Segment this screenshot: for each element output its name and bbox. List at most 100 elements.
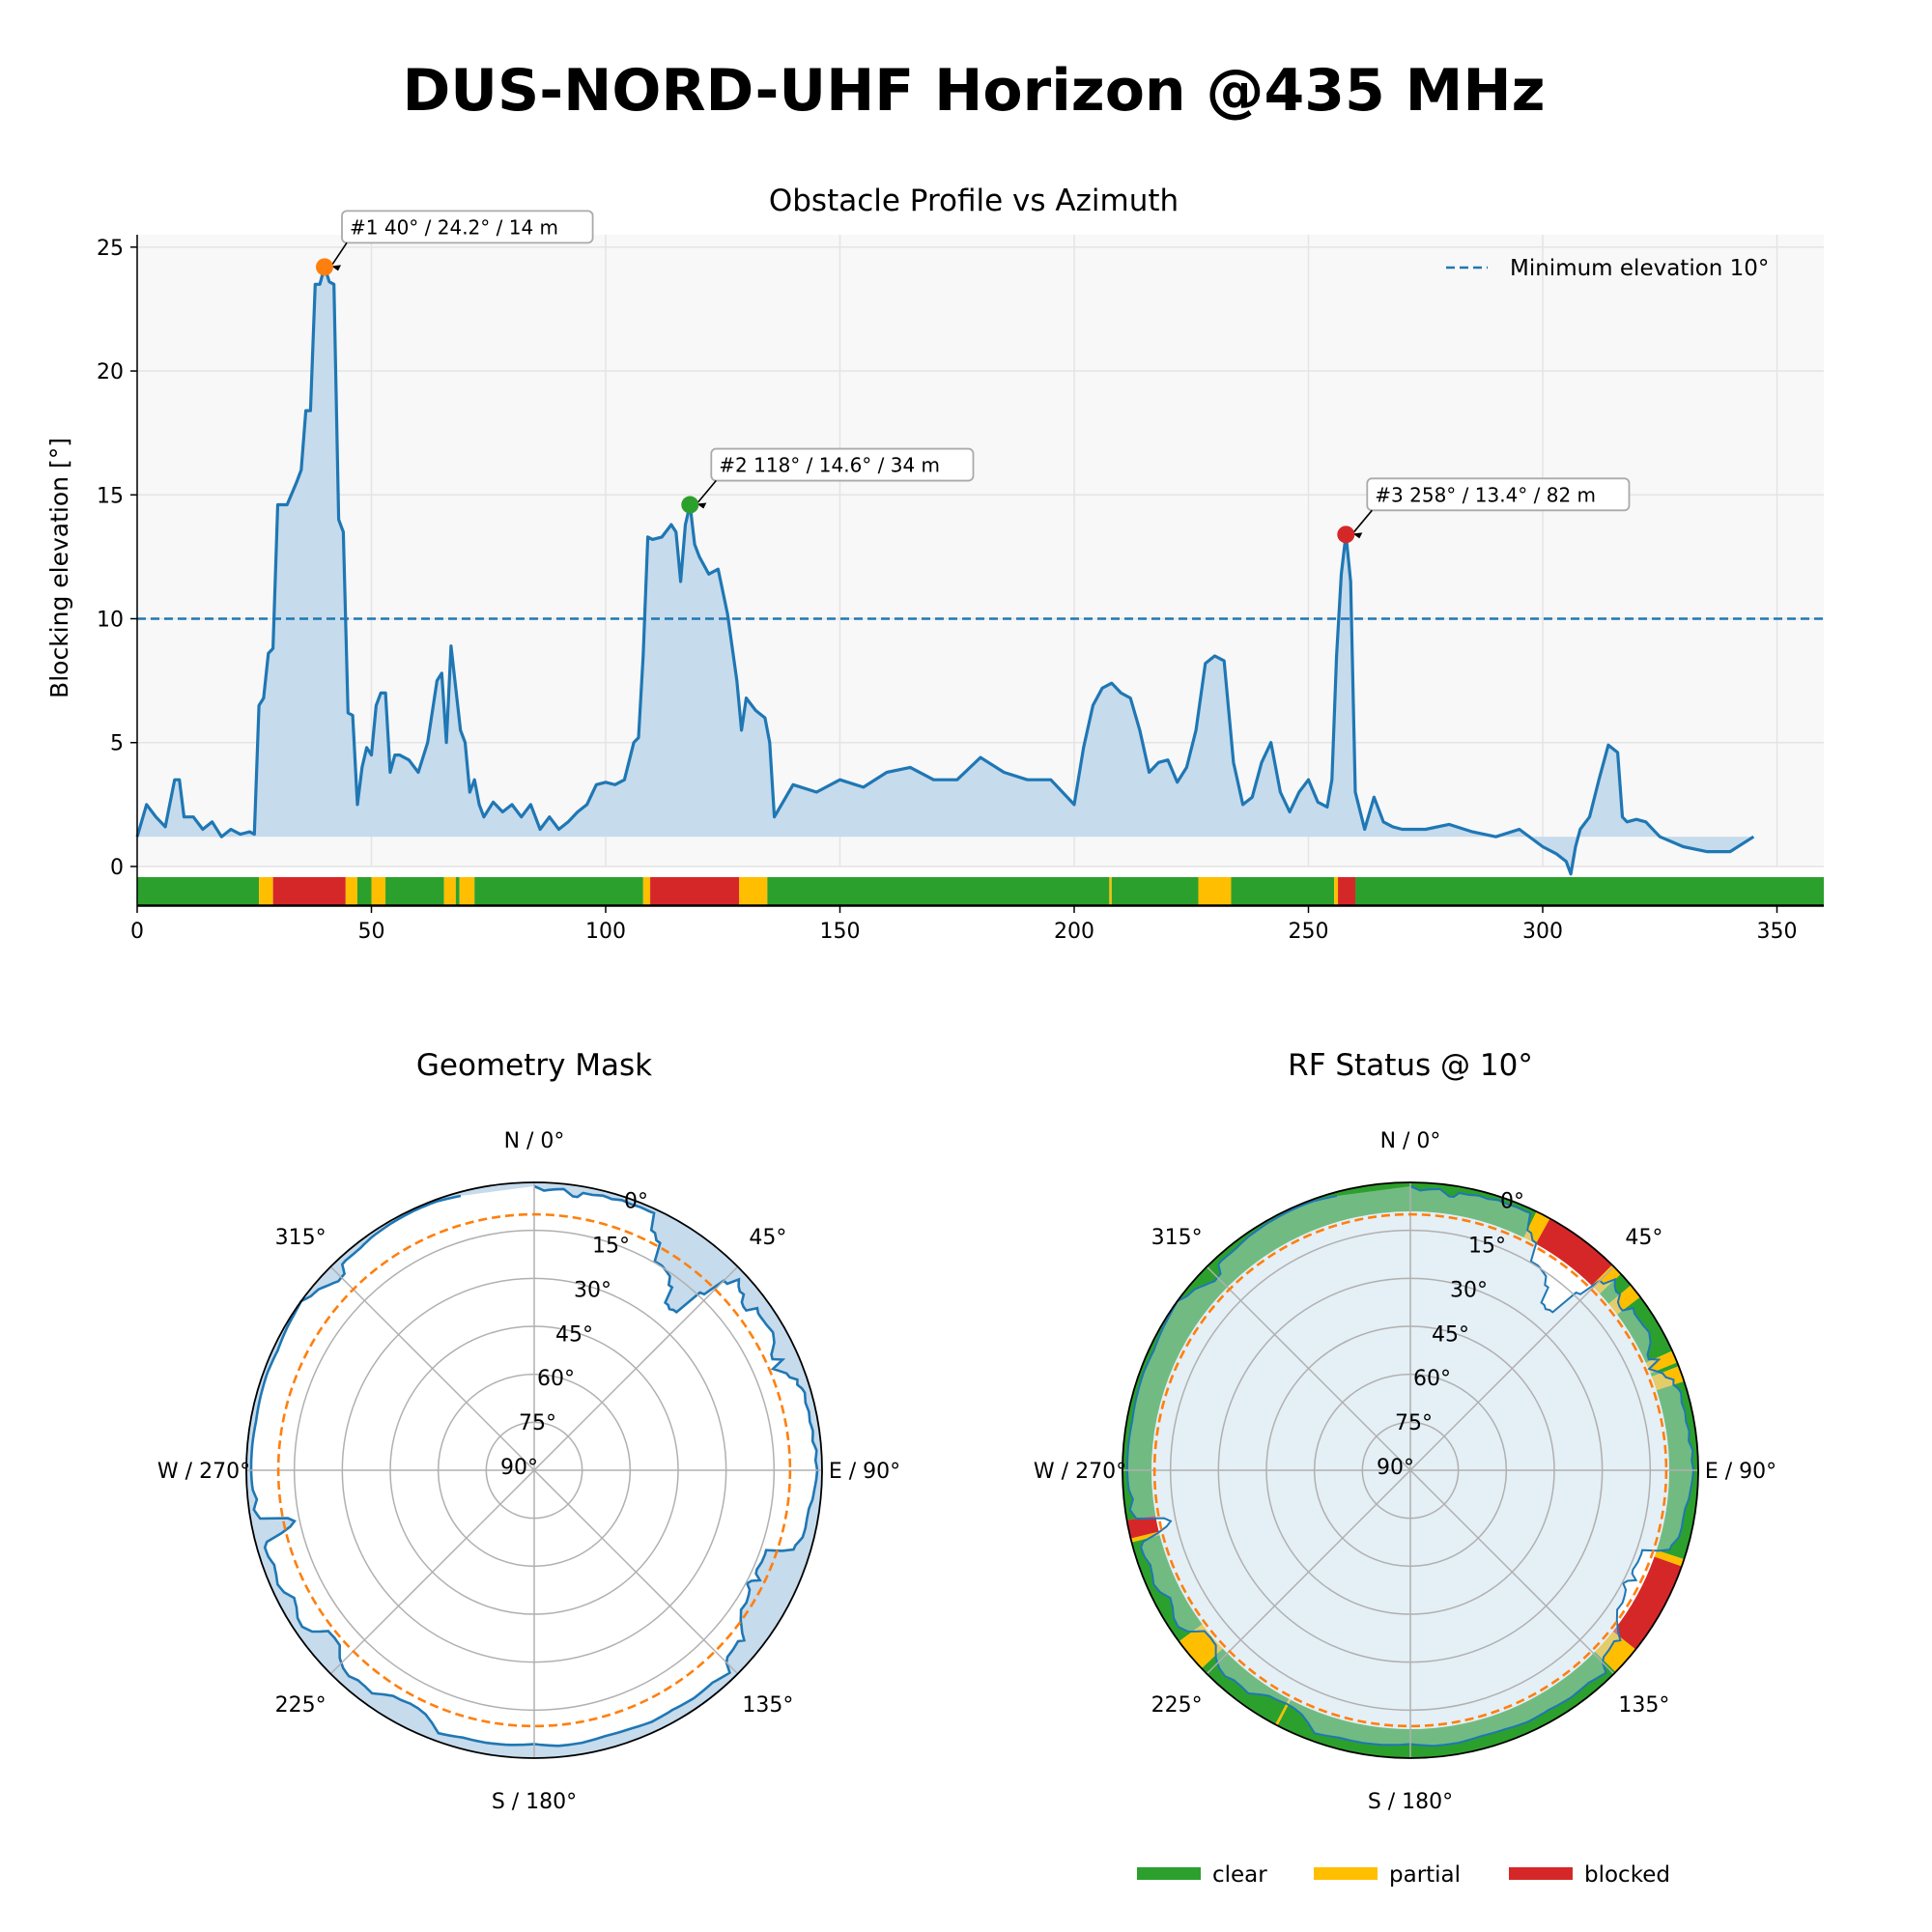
geometry-mask-title: Geometry Mask <box>416 1048 652 1083</box>
polar-spoke <box>329 1469 535 1675</box>
profile-chart-title: Obstacle Profile vs Azimuth <box>769 184 1179 218</box>
status-bar-segment <box>739 877 768 905</box>
status-legend: clear partial blocked <box>1137 1862 1670 1888</box>
polar-threshold-circle <box>276 1212 792 1728</box>
ring-status-segment <box>1650 1362 1679 1378</box>
ring-status-segment <box>1523 1211 1550 1244</box>
legend-swatch-blocked <box>1509 1867 1573 1880</box>
profile-ylabel: Blocking elevation [°] <box>45 438 73 698</box>
peak-label: #1 40° / 24.2° / 14 m <box>350 215 558 239</box>
legend-label-clear: clear <box>1212 1862 1267 1888</box>
angular-label: 225° <box>1151 1693 1203 1718</box>
status-bar-segment <box>443 877 456 905</box>
polar-border <box>1122 1181 1699 1759</box>
polar-spoke <box>329 1265 535 1471</box>
ring-status-segment <box>1595 1631 1636 1672</box>
legend-label-blocked: blocked <box>1584 1862 1670 1888</box>
peak-label-box <box>341 210 594 244</box>
peak-label-box <box>1366 477 1631 512</box>
ring-status-segment <box>1122 1182 1410 1520</box>
ring-status-segment <box>1535 1218 1612 1286</box>
angular-label: E / 90° <box>1705 1460 1776 1484</box>
peak-label-box <box>710 447 975 482</box>
peak-arrowhead <box>331 265 341 271</box>
status-bar-segment <box>1109 877 1112 905</box>
status-bar-segment <box>1198 877 1232 905</box>
ring-status-segment <box>1645 1350 1678 1374</box>
y-tick-label: 0 <box>110 856 124 880</box>
angular-label: 225° <box>275 1693 327 1718</box>
peak-label: #3 258° / 13.4° / 82 m <box>1375 483 1596 506</box>
ring-status-segment <box>1591 1264 1621 1294</box>
status-bar-segment <box>642 877 651 905</box>
obstacle-profile-chart: Obstacle Profile vs Azimuth Blocking ele… <box>45 184 1824 944</box>
x-tick-label: 50 <box>358 920 385 944</box>
radial-tick-label: 90° <box>1377 1456 1414 1480</box>
ring-status-segment <box>1179 1624 1223 1669</box>
ring-status-segment <box>1617 1296 1673 1363</box>
peak-arrowhead <box>1352 532 1363 539</box>
legend-swatch-clear <box>1137 1867 1201 1880</box>
legend-label-threshold: Minimum elevation 10° <box>1510 256 1769 281</box>
x-tick-label: 150 <box>820 920 861 944</box>
status-bar-segment <box>356 877 372 905</box>
radial-tick-label: 60° <box>537 1367 575 1391</box>
status-bar-segment <box>1338 877 1355 905</box>
peak-marker <box>681 496 699 514</box>
y-tick-label: 25 <box>97 237 124 261</box>
radial-tick-label: 60° <box>1413 1367 1451 1391</box>
angular-label: 135° <box>742 1693 793 1718</box>
ring-status-segment <box>1654 1549 1685 1567</box>
legend-swatch-partial <box>1314 1867 1378 1880</box>
x-tick-label: 0 <box>130 920 144 944</box>
x-tick-label: 250 <box>1289 920 1329 944</box>
status-bar-segment <box>767 877 1110 905</box>
peak-annotation: #1 40° / 24.2° / 14 m <box>316 210 594 276</box>
rf-status-title: RF Status @ 10° <box>1288 1048 1533 1083</box>
geometry-mask-chart: Geometry Mask 0° 15° 30° 45° 60° 75° 90° N / 0°… <box>157 1048 900 1814</box>
angular-label: 135° <box>1618 1693 1669 1718</box>
angular-label: N / 0° <box>504 1129 565 1153</box>
mask-line <box>249 1184 819 1747</box>
ring-status-segment <box>1275 1698 1292 1726</box>
status-bar-segment <box>455 877 460 905</box>
angular-label: 45° <box>749 1226 786 1250</box>
angular-label: S / 180° <box>492 1790 577 1814</box>
ring-status-segment <box>1131 1535 1203 1642</box>
angular-label: 315° <box>275 1226 327 1250</box>
peak-annotation: #2 118° / 14.6° / 34 m <box>681 447 975 514</box>
angular-label: N / 0° <box>1380 1129 1441 1153</box>
x-tick-label: 200 <box>1054 920 1094 944</box>
angular-label: E / 90° <box>829 1460 900 1484</box>
profile-area <box>137 267 1754 874</box>
radial-tick-label: 30° <box>1450 1278 1488 1302</box>
ring-status-segment <box>1130 1531 1160 1543</box>
ring-status-segment <box>1612 1556 1682 1650</box>
angular-label: W / 270° <box>1034 1460 1126 1484</box>
radial-tick-label: 0° <box>1500 1190 1524 1214</box>
x-tick-label: 350 <box>1757 920 1798 944</box>
peak-marker <box>316 258 333 276</box>
radial-tick-label: 90° <box>500 1456 538 1480</box>
ring-status-segment <box>1126 1515 1159 1539</box>
status-bar-segment <box>1231 877 1335 905</box>
figure-title: DUS-NORD-UHF Horizon @435 MHz <box>402 57 1545 125</box>
polar-spoke <box>1409 1469 1615 1675</box>
radial-tick-label: 75° <box>1395 1411 1433 1435</box>
polar-spoke <box>533 1265 739 1471</box>
x-tick-label: 300 <box>1522 920 1563 944</box>
angular-label: 315° <box>1151 1226 1203 1250</box>
status-bar-segment <box>650 877 740 905</box>
status-bar-segment <box>1111 877 1199 905</box>
y-tick-label: 5 <box>110 732 124 756</box>
ring-status-segment <box>1608 1285 1640 1315</box>
peak-arrow <box>330 242 348 267</box>
y-tick-label: 20 <box>97 360 124 384</box>
x-tick-label: 100 <box>585 920 626 944</box>
status-bar-segment <box>272 877 346 905</box>
polar-border <box>245 1181 823 1759</box>
status-bar-segment <box>474 877 643 905</box>
status-bar-segment <box>259 877 273 905</box>
radial-tick-label: 45° <box>1432 1322 1469 1347</box>
